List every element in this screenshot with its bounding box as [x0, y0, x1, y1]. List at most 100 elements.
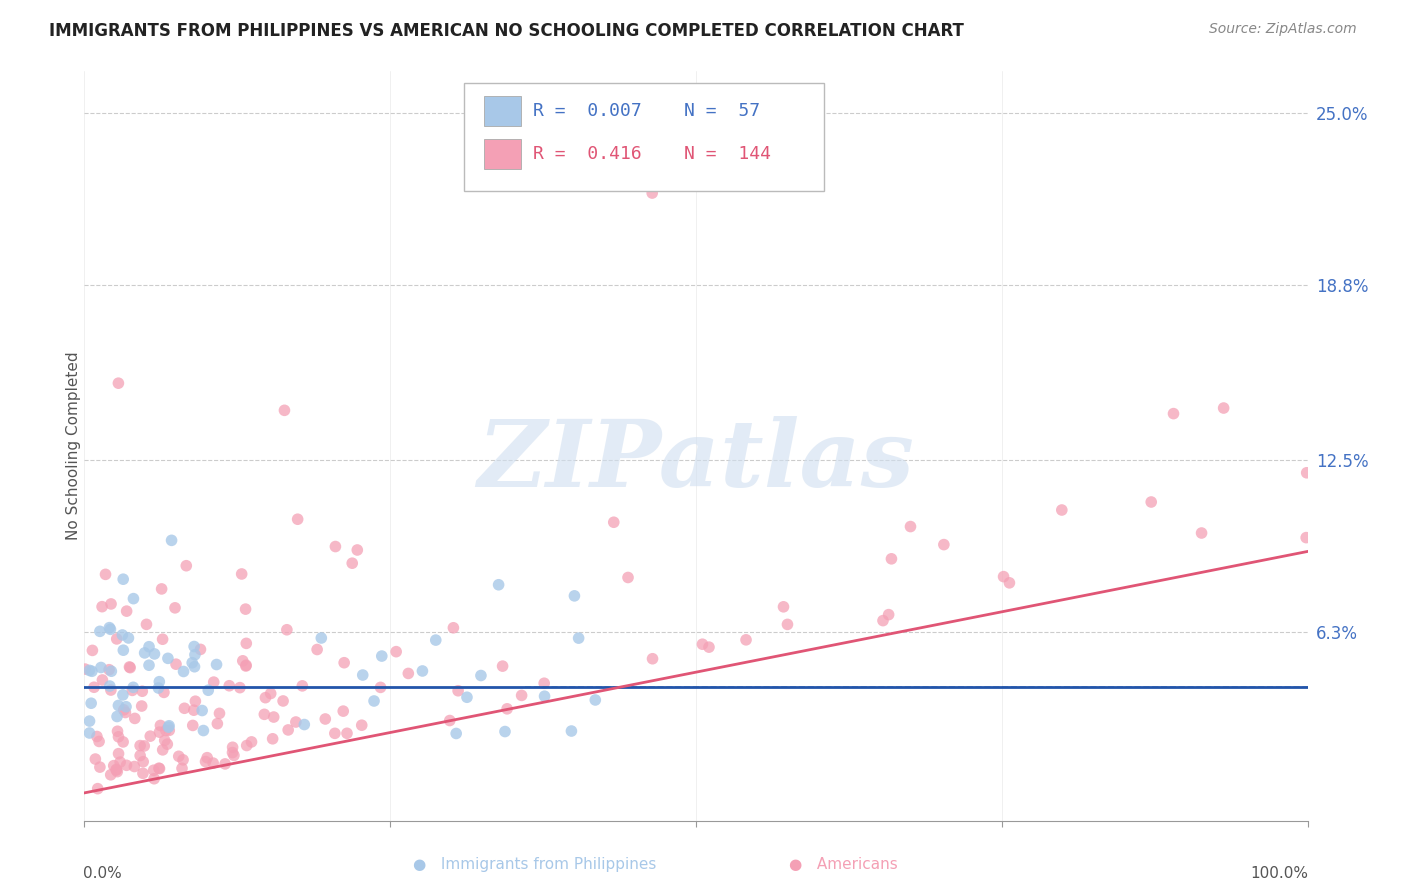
Point: [273, 403, 295, 417]
Point: [1191, 526, 1213, 541]
Point: [872, 614, 894, 628]
Point: [444, 726, 467, 740]
Point: [494, 724, 516, 739]
Point: [155, 723, 177, 738]
Point: [692, 637, 714, 651]
Point: [425, 633, 447, 648]
Point: [107, 698, 129, 713]
Point: [194, 755, 217, 769]
Point: [131, 699, 153, 714]
Point: [564, 589, 586, 603]
Point: [91, 673, 114, 687]
Point: [1212, 401, 1234, 415]
Point: [488, 578, 510, 592]
Point: [98, 679, 121, 693]
Point: [129, 748, 152, 763]
Point: [411, 664, 433, 678]
Point: [370, 681, 392, 695]
Point: [91, 599, 114, 614]
Point: [105, 763, 128, 777]
Point: [287, 512, 309, 526]
Y-axis label: No Schooling Completed: No Schooling Completed: [66, 351, 80, 541]
Point: [107, 376, 129, 391]
Point: [157, 723, 180, 738]
Point: [208, 706, 231, 721]
Point: [260, 686, 283, 700]
Point: [214, 756, 236, 771]
Point: [776, 617, 799, 632]
Point: [190, 642, 212, 657]
Point: [641, 651, 664, 665]
Point: [165, 657, 187, 672]
Text: ●   Americans: ● Americans: [789, 857, 898, 872]
Point: [229, 681, 252, 695]
Point: [112, 643, 135, 657]
Point: [181, 656, 204, 670]
Point: [132, 766, 155, 780]
Text: ●   Immigrants from Philippines: ● Immigrants from Philippines: [412, 857, 657, 872]
Point: [153, 733, 176, 747]
Point: [174, 558, 197, 573]
Point: [325, 540, 347, 554]
Point: [115, 758, 138, 772]
Point: [142, 763, 165, 777]
Point: [138, 640, 160, 654]
Point: [184, 648, 207, 662]
Point: [108, 755, 131, 769]
Point: [79, 714, 101, 728]
Point: [112, 735, 135, 749]
Point: [156, 651, 179, 665]
Point: [100, 597, 122, 611]
Point: [105, 632, 128, 646]
Point: [135, 617, 157, 632]
Point: [276, 623, 298, 637]
Point: [120, 660, 142, 674]
Point: [346, 543, 368, 558]
Point: [352, 668, 374, 682]
Point: [153, 685, 176, 699]
Text: Source: ZipAtlas.com: Source: ZipAtlas.com: [1209, 22, 1357, 37]
Point: [235, 602, 257, 616]
Point: [533, 690, 555, 704]
Point: [148, 762, 170, 776]
Point: [100, 623, 122, 637]
Point: [170, 761, 193, 775]
Point: [183, 659, 205, 673]
Point: [86, 781, 108, 796]
Point: [181, 718, 204, 732]
Point: [735, 632, 758, 647]
Point: [152, 743, 174, 757]
Point: [117, 631, 139, 645]
Point: [253, 707, 276, 722]
Point: [232, 654, 254, 668]
Point: [193, 723, 215, 738]
Point: [118, 660, 141, 674]
Point: [202, 756, 225, 771]
Point: [231, 566, 253, 581]
Point: [111, 628, 134, 642]
Point: [291, 679, 314, 693]
Point: [172, 753, 194, 767]
Point: [131, 684, 153, 698]
Point: [107, 730, 129, 744]
Point: [697, 640, 720, 654]
Point: [510, 689, 533, 703]
Point: [333, 656, 356, 670]
Point: [1295, 531, 1317, 545]
Point: [197, 683, 219, 698]
Point: [292, 717, 315, 731]
Text: N =  144: N = 144: [683, 145, 770, 162]
Point: [998, 575, 1021, 590]
Point: [932, 538, 955, 552]
Point: [235, 739, 257, 753]
Point: [311, 631, 333, 645]
Point: [1163, 407, 1185, 421]
Point: [98, 621, 121, 635]
Point: [439, 714, 461, 728]
Point: [560, 724, 582, 739]
Point: [254, 690, 277, 705]
Point: [121, 683, 143, 698]
Point: [79, 726, 101, 740]
Point: [82, 643, 104, 657]
Point: [323, 726, 346, 740]
